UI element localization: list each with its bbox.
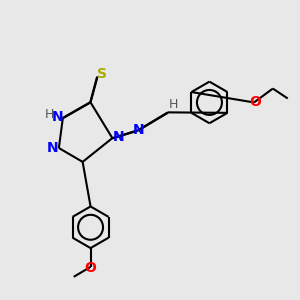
Text: O: O xyxy=(85,261,97,275)
Text: O: O xyxy=(250,95,262,110)
Text: H: H xyxy=(45,108,54,121)
Text: H: H xyxy=(169,98,178,111)
Text: N: N xyxy=(47,141,59,155)
Text: N: N xyxy=(132,123,144,137)
Text: S: S xyxy=(97,67,107,81)
Text: N: N xyxy=(52,110,63,124)
Text: N: N xyxy=(112,130,124,144)
